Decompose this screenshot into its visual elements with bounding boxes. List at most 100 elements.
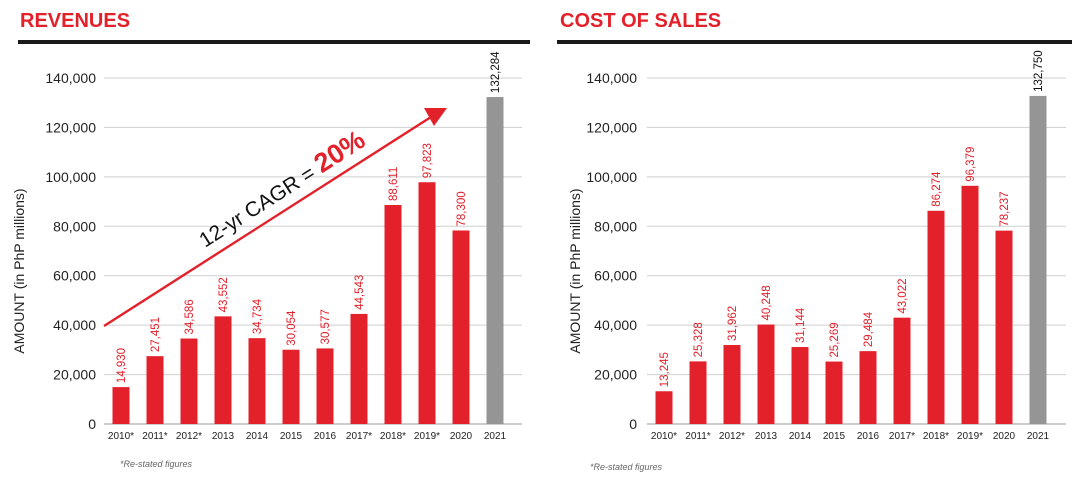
x-tick-label: 2017* [889, 431, 915, 442]
x-tick-label: 2014 [246, 431, 269, 442]
x-tick-label: 2018* [923, 431, 949, 442]
x-tick-label: 2012* [176, 431, 202, 442]
data-label: 78,237 [999, 191, 1011, 226]
y-axis-label: AMOUNT (in PhP millions) [11, 188, 27, 353]
x-tick-label: 2011* [685, 431, 711, 442]
x-tick-label: 2010* [651, 431, 677, 442]
y-tick-label: 120,000 [586, 119, 637, 135]
bar [146, 356, 164, 424]
y-tick-label: 0 [629, 416, 637, 432]
data-label: 96,379 [965, 147, 977, 182]
data-label: 43,552 [218, 277, 230, 312]
data-label: 88,611 [388, 167, 400, 201]
x-tick-label: 2017* [346, 431, 372, 442]
x-tick-label: 2010* [108, 431, 134, 442]
x-tick-label: 2016 [857, 431, 880, 442]
data-label: 34,734 [252, 298, 264, 334]
data-label: 44,543 [354, 275, 366, 310]
data-label: 43,022 [897, 278, 909, 313]
x-tick-label: 2011* [142, 431, 168, 442]
bar [961, 185, 979, 424]
y-tick-label: 0 [88, 416, 96, 432]
title-rule [18, 40, 530, 44]
data-label: 34,586 [184, 299, 196, 334]
x-tick-label: 2019* [957, 431, 983, 442]
y-tick-label: 80,000 [594, 218, 637, 234]
bar [452, 230, 470, 424]
footnote: *Re-stated figures [590, 462, 663, 472]
data-label: 29,484 [863, 311, 875, 347]
bar [1029, 95, 1047, 425]
x-tick-label: 2021 [1027, 431, 1050, 442]
chart-cost-of-sales: COST OF SALES 0 20,000 40,000 60,000 80,000 10… [557, 10, 1072, 472]
bar [859, 351, 877, 424]
bar [214, 316, 232, 424]
bar [384, 205, 402, 424]
bar [418, 182, 436, 424]
y-tick-label: 40,000 [594, 317, 637, 333]
bar [486, 97, 504, 424]
x-tick-label: 2021 [484, 431, 507, 442]
y-axis-label: AMOUNT (in PhP millions) [567, 188, 583, 353]
data-label: 14,930 [116, 348, 128, 383]
y-tick-label: 60,000 [594, 268, 637, 284]
data-label: 78,300 [456, 191, 468, 226]
x-tick-label: 2020 [450, 431, 473, 442]
bar [893, 317, 911, 424]
bar [180, 338, 198, 424]
data-label: 132,750 [1033, 50, 1045, 92]
data-label: 13,245 [659, 352, 671, 387]
bar [825, 361, 843, 424]
data-label: 31,144 [795, 307, 807, 343]
data-label: 132,284 [490, 51, 502, 93]
cagr-label: 12-yr CAGR = 20% [192, 124, 370, 253]
y-tick-label: 80,000 [53, 218, 96, 234]
data-label: 86,274 [931, 171, 943, 207]
chart-revenues: REVENUES 0 20,000 40,000 60,000 80,000 100,000… [11, 10, 530, 469]
bar [723, 345, 741, 424]
x-tick-label: 2015 [280, 431, 303, 442]
y-tick-label: 140,000 [45, 70, 96, 86]
y-tick-label: 120,000 [45, 119, 96, 135]
y-tick-label: 20,000 [53, 367, 96, 383]
bar [655, 391, 673, 424]
y-tick-label: 20,000 [594, 367, 637, 383]
footnote: *Re-stated figures [120, 459, 193, 469]
bar [689, 361, 707, 424]
cagr-arrow [103, 115, 432, 328]
data-label: 30,577 [320, 309, 332, 344]
x-tick-label: 2013 [212, 431, 235, 442]
data-label: 25,269 [829, 322, 841, 357]
bar [927, 210, 945, 424]
bar [791, 347, 809, 424]
x-tick-label: 2014 [789, 431, 812, 442]
title-rule [557, 40, 1072, 44]
data-label: 97,823 [422, 143, 434, 178]
x-tick-label: 2012* [719, 431, 745, 442]
bar [350, 313, 368, 424]
data-label: 25,328 [693, 322, 705, 357]
bar [112, 387, 130, 424]
arrow-head-icon [424, 108, 447, 126]
bar [316, 348, 334, 424]
bar [995, 230, 1013, 424]
x-tick-label: 2018* [380, 431, 406, 442]
x-tick-label: 2013 [755, 431, 778, 442]
data-label: 27,451 [150, 317, 162, 352]
y-tick-label: 60,000 [53, 268, 96, 284]
chart-title: REVENUES [20, 10, 130, 32]
bar [248, 338, 266, 424]
y-tick-label: 100,000 [586, 169, 637, 185]
y-tick-label: 140,000 [586, 70, 637, 86]
bar [282, 349, 300, 424]
y-tick-label: 40,000 [53, 317, 96, 333]
chart-title: COST OF SALES [560, 10, 721, 32]
x-tick-label: 2019* [414, 431, 440, 442]
data-label: 30,054 [286, 310, 298, 346]
bar [757, 324, 775, 424]
cagr-text: 12-yr CAGR = [195, 158, 324, 252]
x-tick-label: 2016 [314, 431, 337, 442]
x-tick-label: 2015 [823, 431, 846, 442]
x-tick-label: 2020 [993, 431, 1016, 442]
